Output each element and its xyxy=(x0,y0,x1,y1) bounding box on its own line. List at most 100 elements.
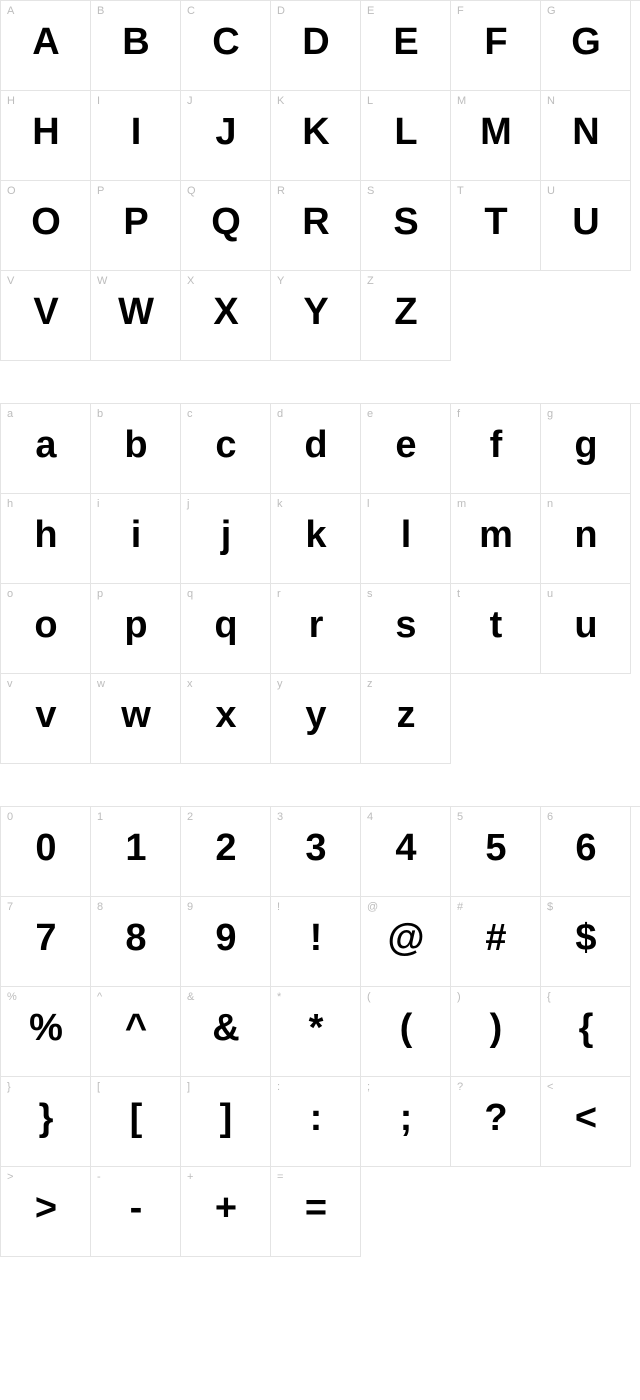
cell-glyph: k xyxy=(305,516,325,554)
cell-glyph: 7 xyxy=(35,919,55,957)
glyph-grid: aabbccddeeffgghhiijjkkllmmnnooppqqrrsstt… xyxy=(0,403,640,764)
cell-glyph: a xyxy=(35,426,55,464)
character-map: AABBCCDDEEFFGGHHIIJJKKLLMMNNOOPPQQRRSSTT… xyxy=(0,0,640,1257)
cell-label: x xyxy=(187,678,193,690)
cell-label: ; xyxy=(367,1081,370,1093)
cell-glyph: F xyxy=(484,23,506,61)
cell-label: : xyxy=(277,1081,280,1093)
cell-label: V xyxy=(7,275,14,287)
cell-label: n xyxy=(547,498,553,510)
cell-glyph: G xyxy=(571,23,600,61)
cell-glyph: { xyxy=(579,1009,593,1047)
cell-glyph: # xyxy=(485,919,505,957)
cell-label: @ xyxy=(367,901,378,913)
cell-label: Q xyxy=(187,185,196,197)
cell-glyph: i xyxy=(131,516,141,554)
cell-glyph: + xyxy=(215,1189,236,1227)
cell-label: D xyxy=(277,5,285,17)
cell-label: X xyxy=(187,275,194,287)
glyph-cell: TT xyxy=(451,181,541,271)
cell-glyph: y xyxy=(305,696,325,734)
cell-glyph: h xyxy=(34,516,56,554)
cell-glyph: 3 xyxy=(305,829,325,867)
glyph-cell: ff xyxy=(451,404,541,494)
cell-label: p xyxy=(97,588,103,600)
glyph-cell: hh xyxy=(1,494,91,584)
cell-glyph: E xyxy=(393,23,417,61)
cell-label: d xyxy=(277,408,283,420)
cell-label: + xyxy=(187,1171,193,1183)
cell-glyph: ; xyxy=(400,1099,412,1137)
cell-glyph: 6 xyxy=(575,829,595,867)
cell-glyph: l xyxy=(401,516,411,554)
glyph-cell: ?? xyxy=(451,1077,541,1167)
cell-label: ] xyxy=(187,1081,190,1093)
glyph-cell: ## xyxy=(451,897,541,987)
cell-label: ( xyxy=(367,991,371,1003)
cell-label: q xyxy=(187,588,193,600)
glyph-cell: ii xyxy=(91,494,181,584)
cell-glyph: K xyxy=(302,113,328,151)
section-numbers-symbols: 00112233445566778899!!@@##$$%%^^&&**(())… xyxy=(0,806,640,1257)
cell-label: z xyxy=(367,678,373,690)
cell-label: L xyxy=(367,95,373,107)
cell-glyph: D xyxy=(302,23,328,61)
glyph-cell: OO xyxy=(1,181,91,271)
cell-label: J xyxy=(187,95,193,107)
cell-glyph: v xyxy=(35,696,55,734)
cell-glyph: O xyxy=(31,203,60,241)
cell-glyph: X xyxy=(213,293,237,331)
cell-glyph: q xyxy=(214,606,236,644)
empty-cell xyxy=(451,271,541,361)
cell-glyph: > xyxy=(35,1189,56,1227)
glyph-cell: YY xyxy=(271,271,361,361)
cell-label: c xyxy=(187,408,193,420)
cell-glyph: B xyxy=(122,23,148,61)
glyph-cell: CC xyxy=(181,1,271,91)
cell-label: r xyxy=(277,588,281,600)
cell-label: b xyxy=(97,408,103,420)
glyph-cell: PP xyxy=(91,181,181,271)
cell-label: ) xyxy=(457,991,461,1003)
cell-label: ? xyxy=(457,1081,463,1093)
cell-glyph: ) xyxy=(490,1009,502,1047)
cell-glyph: : xyxy=(310,1099,322,1137)
glyph-cell: bb xyxy=(91,404,181,494)
glyph-cell: :: xyxy=(271,1077,361,1167)
cell-glyph: R xyxy=(302,203,328,241)
glyph-cell: UU xyxy=(541,181,631,271)
cell-glyph: Z xyxy=(394,293,416,331)
glyph-cell: uu xyxy=(541,584,631,674)
glyph-cell: >> xyxy=(1,1167,91,1257)
glyph-cell: WW xyxy=(91,271,181,361)
cell-label: A xyxy=(7,5,14,17)
glyph-cell: cc xyxy=(181,404,271,494)
cell-label: < xyxy=(547,1081,553,1093)
cell-label: g xyxy=(547,408,553,420)
cell-glyph: b xyxy=(124,426,146,464)
cell-label: G xyxy=(547,5,556,17)
cell-glyph: 0 xyxy=(35,829,55,867)
glyph-grid: 00112233445566778899!!@@##$$%%^^&&**(())… xyxy=(0,806,640,1257)
cell-label: T xyxy=(457,185,464,197)
glyph-cell: VV xyxy=(1,271,91,361)
cell-glyph: 1 xyxy=(125,829,145,867)
glyph-cell: ww xyxy=(91,674,181,764)
glyph-cell: LL xyxy=(361,91,451,181)
cell-label: w xyxy=(97,678,105,690)
cell-glyph: 8 xyxy=(125,919,145,957)
cell-label: [ xyxy=(97,1081,100,1093)
glyph-cell: MM xyxy=(451,91,541,181)
cell-glyph: e xyxy=(395,426,415,464)
glyph-cell: vv xyxy=(1,674,91,764)
glyph-cell: 77 xyxy=(1,897,91,987)
glyph-cell: mm xyxy=(451,494,541,584)
cell-glyph: & xyxy=(212,1009,238,1047)
cell-glyph: u xyxy=(574,606,596,644)
glyph-cell: ee xyxy=(361,404,451,494)
glyph-cell: ss xyxy=(361,584,451,674)
cell-glyph: - xyxy=(130,1189,142,1227)
cell-label: I xyxy=(97,95,100,107)
cell-glyph: I xyxy=(131,113,141,151)
cell-label: W xyxy=(97,275,107,287)
